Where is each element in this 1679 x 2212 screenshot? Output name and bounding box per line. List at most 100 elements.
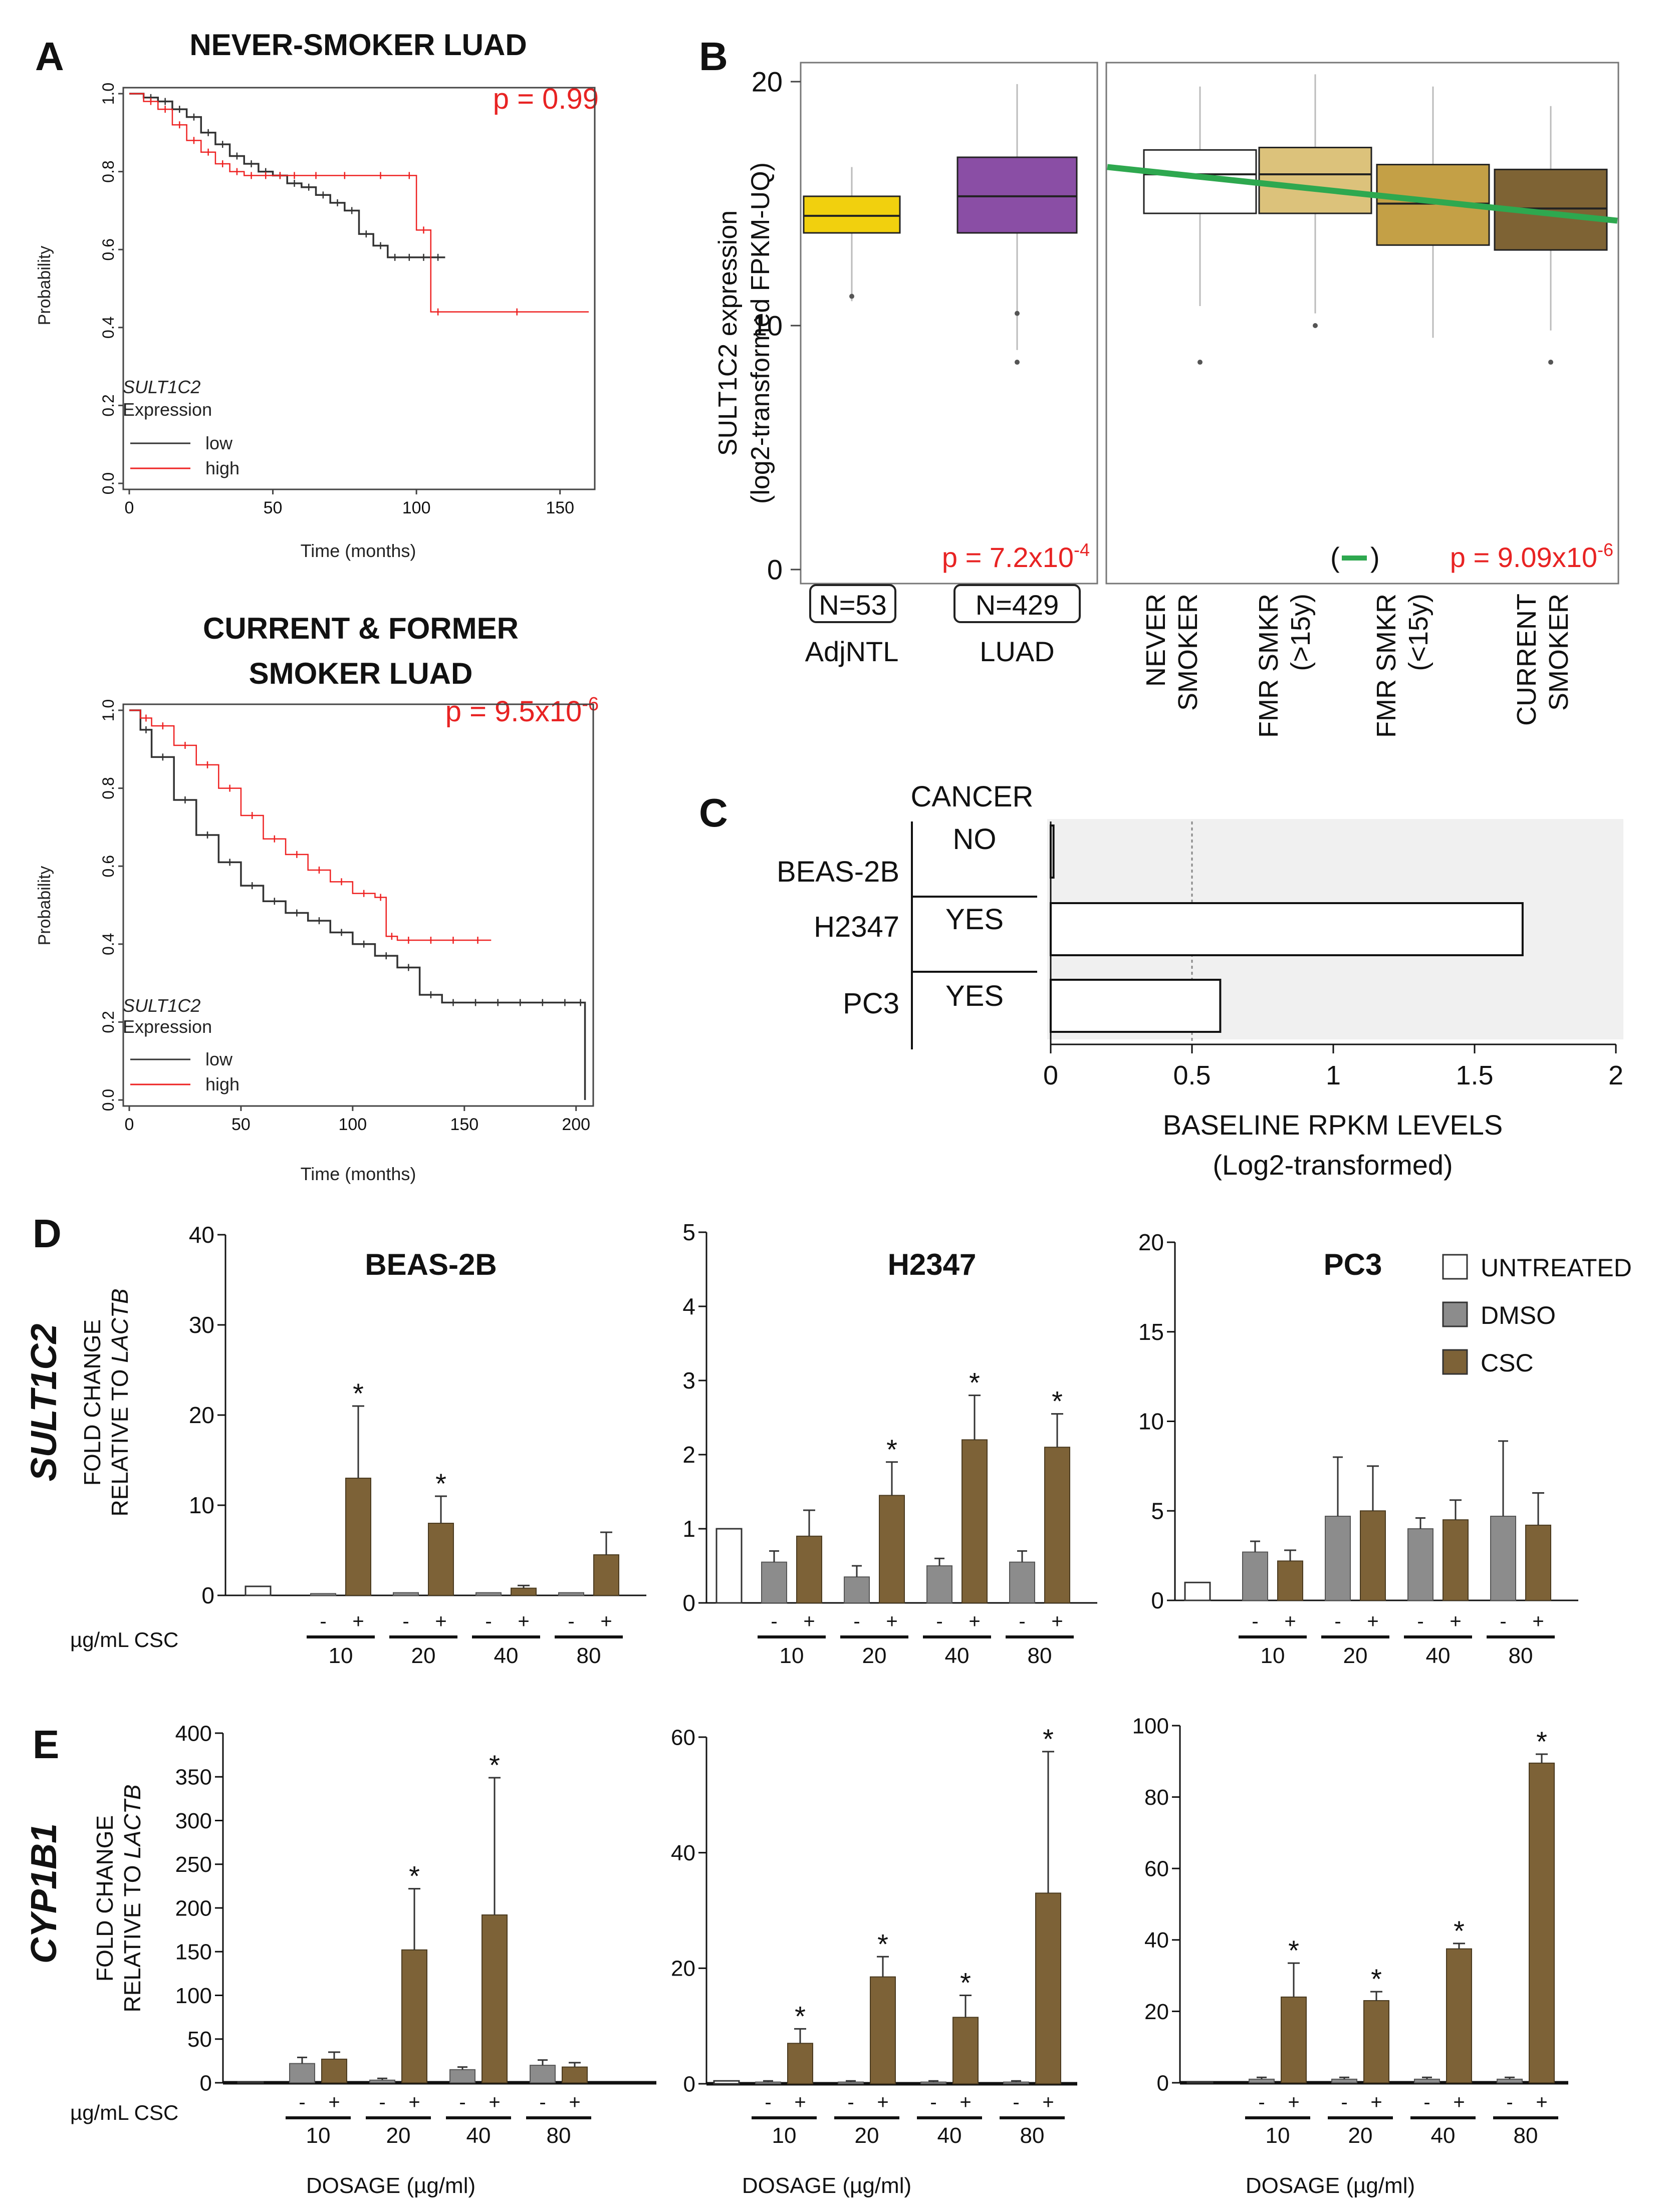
panel-e-beas-2b-minus-label: - bbox=[379, 2091, 385, 2113]
panel-e-beas-2b-dose-label: 20 bbox=[386, 2123, 411, 2148]
panel-d-beas-2b-bar-csc bbox=[345, 1478, 371, 1596]
panel-d-pc3-bar-dmso bbox=[1325, 1515, 1351, 1601]
panel-e-h2347-significance-star: * bbox=[1043, 1723, 1054, 1755]
panel-e-beas-2b-bar-untreated bbox=[237, 2081, 264, 2084]
panel-a-bottom-ytick-label: 0.8 bbox=[99, 777, 117, 799]
panel-e-beas-2b-significance-star: * bbox=[409, 1860, 420, 1892]
panel-a-top-legend-high: high bbox=[205, 458, 239, 478]
panel-a-bottom-ylabel: Probability bbox=[35, 866, 54, 946]
panel-d-beas-2b-significance-star: * bbox=[353, 1377, 364, 1409]
panel-e-beas-2b-plus-label: + bbox=[408, 2091, 420, 2113]
panel-e-beas-2b-dose-label: 80 bbox=[547, 2123, 571, 2148]
panel-b-category-never-line1: NEVER bbox=[1141, 594, 1171, 687]
panel-d-h2347-plus-label: + bbox=[803, 1610, 815, 1632]
panel-e-pc3-plus-label: + bbox=[1370, 2091, 1382, 2113]
panel-d-beas-2b-significance-star: * bbox=[435, 1468, 446, 1499]
panel-e-beas-2b-bar-dmso bbox=[449, 2069, 475, 2084]
panel-d-beas-2b-plus-label: + bbox=[435, 1610, 446, 1632]
panel-e-pc3-plus-label: + bbox=[1536, 2091, 1547, 2113]
panel-c-xlabel-line1: BASELINE RPKM LEVELS bbox=[1163, 1109, 1503, 1141]
panel-d-h2347-dose-label: 10 bbox=[780, 1643, 804, 1668]
panel-e-beas-2b-bar-csc bbox=[562, 2066, 588, 2083]
panel-b-legend-open-paren: ( bbox=[1330, 541, 1340, 573]
panel-c-bar bbox=[1050, 902, 1524, 956]
panel-e-ylabel-line2: RELATIVE TO LACTB bbox=[119, 1784, 145, 2012]
panel-e-pc3-bar-csc bbox=[1529, 1762, 1555, 2083]
panel-c-category-label: H2347 bbox=[814, 911, 899, 943]
panel-e-h2347-bar-dmso bbox=[838, 2081, 864, 2085]
panel-e-h2347-plus-label: + bbox=[1042, 2091, 1054, 2113]
panel-b-category-current: CURRENT SMOKER bbox=[1512, 594, 1574, 726]
panel-e-xlabel-beas2b: DOSAGE (µg/ml) bbox=[306, 2173, 475, 2198]
panel-a-top-title: NEVER-SMOKER LUAD bbox=[189, 28, 527, 62]
panel-d-h2347-plus-label: + bbox=[1051, 1610, 1063, 1632]
panel-a-bottom-legend-high: high bbox=[205, 1074, 239, 1094]
panel-e-pc3-dose-label: 40 bbox=[1431, 2123, 1456, 2148]
panel-d-pc3-bar-dmso bbox=[1242, 1551, 1268, 1601]
panel-e-pc3-significance-star: * bbox=[1288, 1934, 1299, 1966]
panel-b-category-fmr-lt15: FMR SMKR (<15y) bbox=[1371, 594, 1433, 738]
panel-a-bottom-legend-gene: SULT1C2 bbox=[123, 995, 200, 1016]
panel-e-h2347-ytick-label: 40 bbox=[671, 1841, 695, 1865]
panel-d-beas-2b-plus-label: + bbox=[518, 1610, 529, 1632]
panel-a-bottom-xlabel: Time (months) bbox=[301, 1164, 416, 1184]
panel-e-csc-label: µg/mL CSC bbox=[70, 2101, 178, 2124]
panel-e-h2347-minus-label: - bbox=[1013, 2091, 1019, 2113]
panel-d-h2347-dose-label: 40 bbox=[945, 1643, 970, 1668]
panel-e-beas-2b-minus-label: - bbox=[299, 2091, 305, 2113]
panel-e-beas-2b-bar-dmso bbox=[289, 2063, 315, 2083]
panel-b-n-adj: N=53 bbox=[819, 589, 886, 621]
panel-d-beas-2b-ytick-label: 20 bbox=[189, 1402, 214, 1428]
panel-e-gene-label: CYP1B1 bbox=[24, 1823, 64, 1964]
panel-d-beas-2b-dose-label: 40 bbox=[494, 1643, 519, 1668]
static-labels: A NEVER-SMOKER LUAD p = 0.99 Probability… bbox=[24, 28, 1632, 2198]
panel-e-pc3-bar-dmso bbox=[1331, 2078, 1357, 2084]
panel-d-letter: D bbox=[33, 1211, 62, 1256]
panel-b-ytick-label: 0 bbox=[767, 554, 783, 586]
panel-e-pc3-bar-csc bbox=[1363, 2000, 1389, 2084]
panel-d-h2347-bar-dmso bbox=[844, 1576, 870, 1603]
panel-d-pc3-plus-label: + bbox=[1367, 1610, 1378, 1632]
panel-b-n-luad: N=429 bbox=[976, 589, 1059, 621]
panel-e-h2347-minus-label: - bbox=[847, 2091, 854, 2113]
panel-d-beas-2b-bar-dmso bbox=[475, 1592, 502, 1596]
panel-d-h2347-bar-csc bbox=[796, 1535, 822, 1604]
panel-e-h2347-dose-label: 10 bbox=[772, 2123, 797, 2148]
panel-a-top-ytick-label: 0.4 bbox=[99, 317, 117, 339]
panel-d-pc3-minus-label: - bbox=[1252, 1610, 1258, 1632]
panel-a-bottom-curve-high bbox=[129, 709, 492, 941]
panel-b-ylabel-line1: SULT1C2 expression bbox=[713, 210, 743, 456]
panel-c-xtick-label: 1 bbox=[1326, 1060, 1341, 1090]
panel-d-beas-2b-bar-dmso bbox=[310, 1593, 336, 1596]
panel-e-pc3-ytick-label: 60 bbox=[1144, 1857, 1169, 1881]
panel-d-h2347-bar-dmso bbox=[761, 1561, 787, 1604]
panel-e-h2347-bar-csc bbox=[870, 1976, 896, 2084]
panel-d-pc3-minus-label: - bbox=[1500, 1610, 1506, 1632]
panel-d-h2347-bar-untreated bbox=[715, 1528, 743, 1604]
panel-e-pc3-bar-dmso bbox=[1497, 2078, 1523, 2084]
panel-e-beas-2b-minus-label: - bbox=[539, 2091, 546, 2113]
panel-e-pc3-bar-untreated bbox=[1186, 2081, 1214, 2084]
panel-b-category-current-line2: SMOKER bbox=[1544, 594, 1574, 711]
panel-d-h2347-plus-label: + bbox=[886, 1610, 897, 1632]
panel-e-beas-2b-minus-label: - bbox=[459, 2091, 465, 2113]
panel-d-beas-2b-bar-csc bbox=[593, 1554, 619, 1596]
panel-e-beas-2b-ytick-label: 250 bbox=[175, 1852, 212, 1877]
panel-b-legend-close-paren: ) bbox=[1370, 541, 1380, 573]
panel-e-h2347-dose-label: 80 bbox=[1020, 2123, 1045, 2148]
panel-e-h2347-bar-csc bbox=[952, 2017, 979, 2085]
panel-a-bottom-xtick-label: 100 bbox=[338, 1115, 367, 1134]
panel-a-top-ytick-label: 0.2 bbox=[99, 394, 117, 416]
panel-d-h2347-minus-label: - bbox=[1019, 1610, 1025, 1632]
panel-d-pc3-bar-csc bbox=[1277, 1560, 1303, 1601]
panel-e-ylabel-line1: FOLD CHANGE bbox=[92, 1815, 118, 1982]
panel-b-category-never: NEVER SMOKER bbox=[1141, 594, 1203, 711]
panel-e-beas-2b-plus-label: + bbox=[569, 2091, 580, 2113]
panel-e-beas-2b-dose-label: 10 bbox=[306, 2123, 331, 2148]
panel-e-beas-2b-dose-label: 40 bbox=[466, 2123, 491, 2148]
panel-a-top-curve-high bbox=[129, 93, 589, 313]
panel-b-right-pvalue: p = 9.09x10-6 bbox=[1450, 539, 1613, 573]
panel-d-csc-label: µg/mL CSC bbox=[70, 1628, 178, 1651]
panel-e-pc3-ytick-label: 40 bbox=[1144, 1928, 1169, 1953]
panel-d-beas-2b-ytick-label: 40 bbox=[189, 1222, 214, 1248]
